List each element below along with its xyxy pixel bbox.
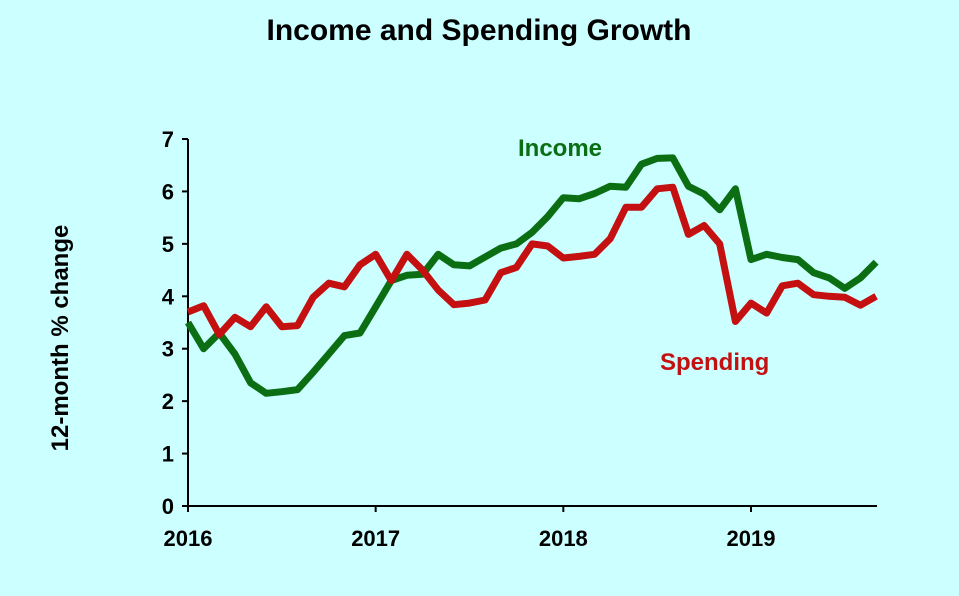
y-tick-label: 6 xyxy=(162,179,174,204)
y-tick-label: 4 xyxy=(162,284,175,309)
y-tick-label: 2 xyxy=(162,389,174,414)
series-label-income: Income xyxy=(518,135,602,162)
y-tick-label: 3 xyxy=(162,337,174,362)
y-tick-label: 7 xyxy=(162,127,174,152)
y-tick-label: 0 xyxy=(162,494,174,519)
axes: 0 1 2 3 4 5 6 7 2016 2017 2018 2019 xyxy=(162,127,877,551)
x-tick-label: 2018 xyxy=(539,526,588,551)
series-line-income xyxy=(184,154,879,397)
x-tick-label: 2017 xyxy=(351,526,400,551)
y-tick-label: 5 xyxy=(162,232,174,257)
x-tick-label: 2016 xyxy=(164,526,213,551)
series-layer xyxy=(184,154,879,397)
series-label-spending: Spending xyxy=(660,349,769,376)
x-tick-label: 2019 xyxy=(727,526,776,551)
y-axis-label: 12-month % change xyxy=(47,225,74,452)
y-tick-label: 1 xyxy=(162,442,174,467)
chart-title: Income and Spending Growth xyxy=(266,14,691,47)
series-line-spending xyxy=(186,183,878,339)
